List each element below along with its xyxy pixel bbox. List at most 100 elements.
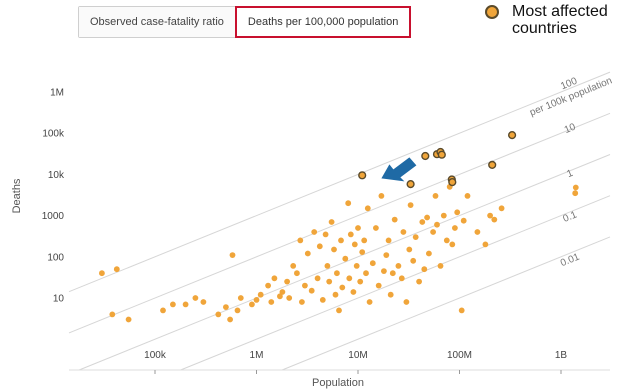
country-point [286,295,293,301]
country-point [355,225,361,231]
country-point [406,246,413,253]
country-point [460,217,467,224]
country-point [383,252,390,258]
country-point [346,275,353,282]
country-point [498,205,505,212]
country-point [364,205,371,212]
country-point [284,278,290,285]
country-point [359,249,366,256]
country-point [223,304,229,310]
highlighted-country-point [406,180,415,189]
reference-line [78,154,611,371]
x-tick-label: 1M [250,350,264,361]
country-point [99,270,105,277]
country-point [336,307,342,314]
country-point [316,243,323,250]
country-point [381,268,387,274]
country-point [350,289,357,295]
country-point [311,229,318,235]
country-point [363,270,369,277]
tab-deaths-per-100k[interactable]: Deaths per 100,000 population [234,6,412,38]
country-point [182,301,189,308]
legend-label: Most affected countries [512,3,608,37]
x-tick-label: 100k [144,350,167,361]
country-point [339,284,346,291]
country-point [398,275,405,282]
reference-line-label: 0.1 [562,209,579,225]
y-axis-title: Deaths [11,178,23,213]
country-point [491,216,498,223]
country-point [385,237,392,244]
country-point [265,282,271,289]
country-point [319,297,326,303]
country-point [277,293,283,300]
country-point [338,237,344,244]
reference-line [180,195,611,371]
country-point [449,241,456,248]
country-point [249,301,255,308]
country-point [395,263,402,269]
country-point [430,229,436,235]
reference-lines [68,71,611,371]
y-tick-label: 10k [48,170,65,181]
country-point [331,246,337,253]
country-point [268,299,275,305]
country-point [434,221,440,228]
y-tick-label: 10 [53,294,65,305]
country-point [332,291,339,298]
x-tick-label: 1B [555,350,568,361]
country-point [234,307,241,314]
country-point [407,202,414,209]
y-tick-label: 1000 [42,211,65,222]
x-axis-ticks: 100k 1M 10M 100M 1B [144,350,567,374]
country-point [125,316,132,323]
legend-marker-icon [485,5,499,19]
highlighted-country-point [488,160,497,170]
highlighted-country-point [421,151,430,161]
x-axis-title: Population [312,377,364,389]
country-point [253,297,260,303]
country-point [357,278,364,285]
country-point [345,200,352,207]
country-point [271,275,278,282]
country-point [109,311,116,318]
country-point [334,270,340,277]
highlighted-country-point [358,171,367,180]
highlighted-country-point [507,131,517,140]
country-point [437,263,444,269]
country-point [237,295,244,301]
country-point [487,212,493,219]
reference-line [281,236,611,371]
data-points [99,131,579,323]
country-point [200,299,207,305]
country-point [458,307,465,314]
country-point [366,299,373,305]
reference-line-label: 0.01 [559,252,582,270]
country-point [342,255,349,262]
country-point [419,219,426,225]
country-point [353,263,360,269]
country-point [215,311,222,318]
country-point [389,270,396,277]
country-point [351,241,358,248]
country-point [391,216,398,223]
country-point [572,184,579,191]
x-tick-label: 10M [348,350,367,361]
arrow-shape [381,157,417,182]
country-point [369,260,376,267]
reference-line-label: 10 [563,121,578,136]
country-point [416,278,422,285]
country-point [421,266,428,273]
country-point [302,282,308,289]
tab-case-fatality-ratio[interactable]: Observed case-fatality ratio [79,7,235,37]
country-point [452,225,458,231]
country-point [326,278,333,285]
country-point [113,266,120,273]
reference-line-label: 1 [565,168,575,180]
country-point [387,291,394,298]
country-point [410,257,417,264]
country-point [304,250,311,257]
country-point [403,299,410,305]
country-point [426,250,432,257]
country-point [412,234,419,241]
